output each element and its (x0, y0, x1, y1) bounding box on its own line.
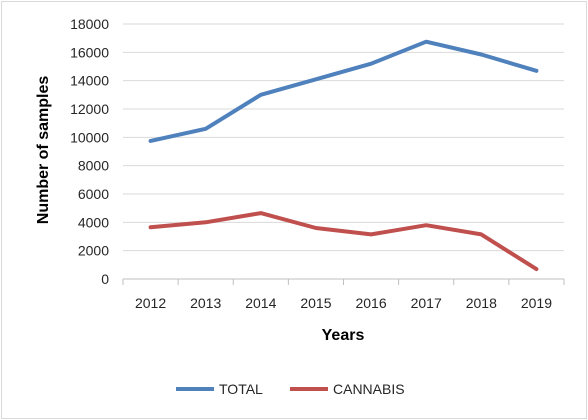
legend-label-total: TOTAL (219, 381, 263, 397)
y-tick-label: 18000 (70, 16, 109, 32)
x-tick-label: 2014 (245, 295, 276, 311)
y-tick-label: 2000 (78, 243, 109, 259)
x-tick-labels: 2012 2013 2014 2015 2016 2017 2018 2019 (135, 295, 552, 311)
x-tick-label: 2017 (411, 295, 442, 311)
y-axis-title: Number of samples (35, 76, 52, 225)
y-tick-label: 4000 (78, 214, 109, 230)
y-tick-label: 12000 (70, 101, 109, 117)
legend: TOTAL CANNABIS (176, 381, 405, 397)
y-tick-label: 10000 (70, 129, 109, 145)
y-tick-label: 16000 (70, 44, 109, 60)
x-axis-title: Years (322, 327, 365, 344)
x-tick-label: 2016 (355, 295, 386, 311)
y-tick-label: 6000 (78, 186, 109, 202)
x-tick-label: 2018 (466, 295, 497, 311)
y-tick-label: 14000 (70, 73, 109, 89)
x-tick-label: 2012 (135, 295, 166, 311)
legend-label-cannabis: CANNABIS (333, 381, 405, 397)
series-lines (148, 39, 539, 272)
series-line-cannabis (148, 211, 539, 272)
x-tick-label: 2019 (521, 295, 552, 311)
x-axis (122, 278, 565, 285)
x-tick-label: 2015 (300, 295, 331, 311)
y-tick-label: 0 (101, 271, 109, 287)
series-line-total (148, 39, 539, 143)
y-tick-labels: 0 2000 4000 6000 8000 10000 12000 14000 16000 180… (70, 16, 109, 287)
y-tick-label: 8000 (78, 158, 109, 174)
x-tick-label: 2013 (190, 295, 221, 311)
